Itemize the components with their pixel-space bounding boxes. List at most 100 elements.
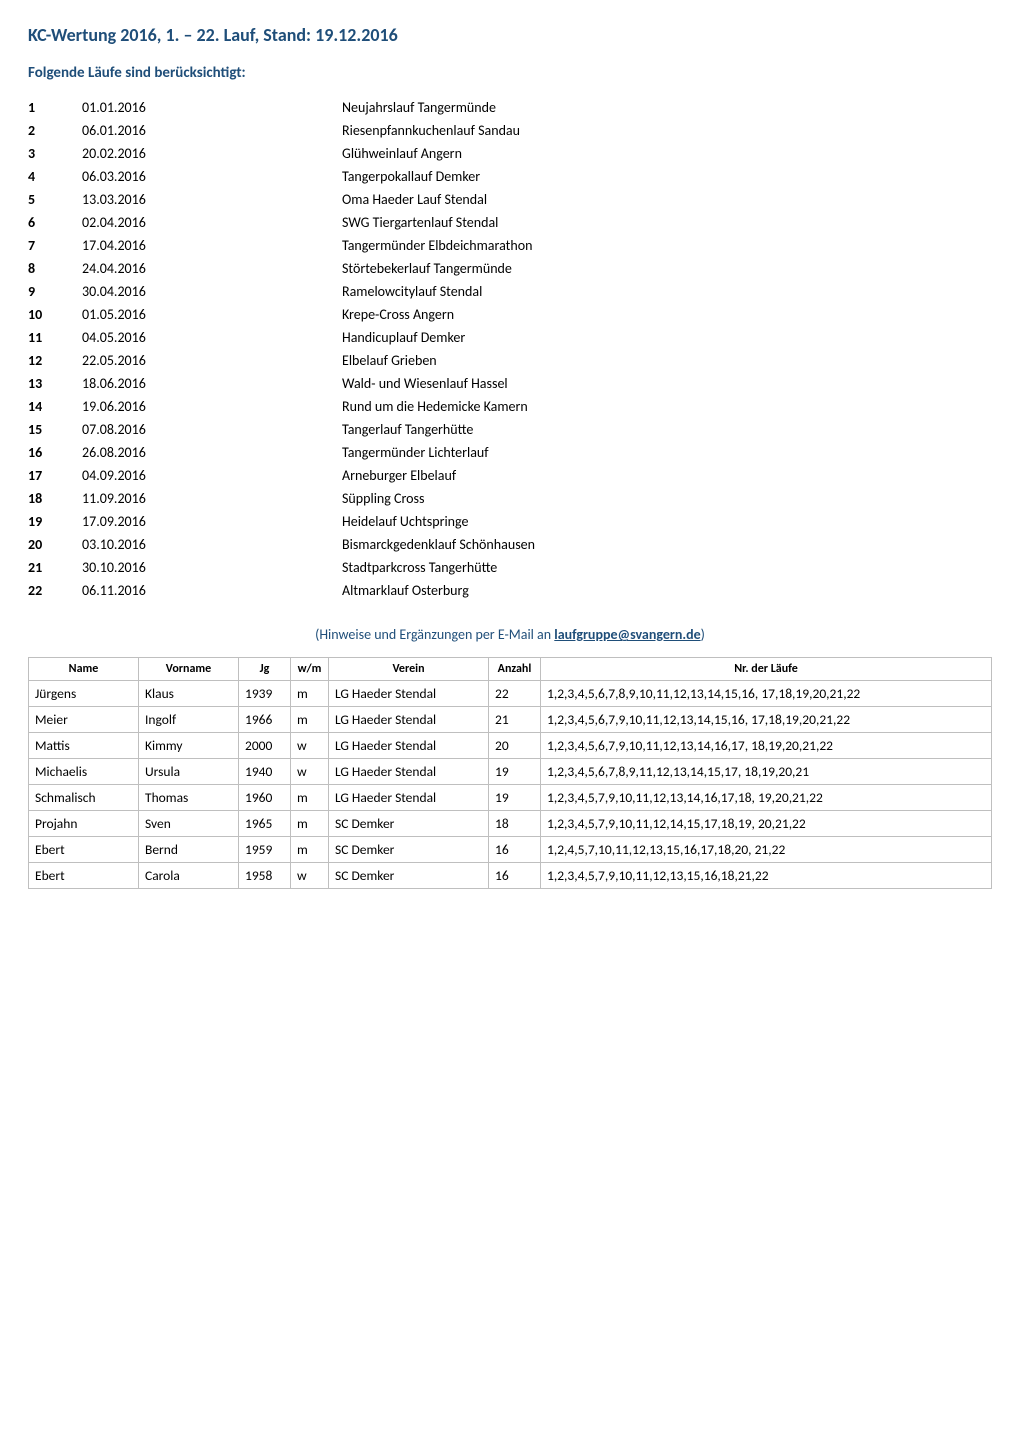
table-row: ProjahnSven1965mSC Demker181,2,3,4,5,7,9… xyxy=(29,811,992,837)
run-number: 2 xyxy=(28,119,82,142)
run-date: 06.03.2016 xyxy=(82,165,342,188)
cell-nr: 1,2,3,4,5,7,9,10,11,12,13,15,16,18,21,22 xyxy=(541,863,992,889)
run-name: Riesenpfannkuchenlauf Sandau xyxy=(342,119,535,142)
run-number: 22 xyxy=(28,579,82,602)
cell-jg: 1958 xyxy=(239,863,291,889)
cell-wm: m xyxy=(291,785,329,811)
cell-verein: SC Demker xyxy=(329,863,489,889)
table-row: SchmalischThomas1960mLG Haeder Stendal19… xyxy=(29,785,992,811)
cell-nr: 1,2,3,4,5,7,9,10,11,12,14,15,17,18,19, 2… xyxy=(541,811,992,837)
run-date: 17.09.2016 xyxy=(82,510,342,533)
runs-row: 1626.08.2016Tangermünder Lichterlauf xyxy=(28,441,535,464)
run-date: 06.01.2016 xyxy=(82,119,342,142)
cell-verein: LG Haeder Stendal xyxy=(329,681,489,707)
runs-row: 406.03.2016Tangerpokallauf Demker xyxy=(28,165,535,188)
col-wm: w/m xyxy=(291,658,329,681)
runs-row: 717.04.2016Tangermünder Elbdeichmarathon xyxy=(28,234,535,257)
run-number: 16 xyxy=(28,441,82,464)
cell-verein: LG Haeder Stendal xyxy=(329,707,489,733)
run-name: Rund um die Hedemicke Kamern xyxy=(342,395,535,418)
run-date: 03.10.2016 xyxy=(82,533,342,556)
results-table: Name Vorname Jg w/m Verein Anzahl Nr. de… xyxy=(28,657,992,889)
run-name: Tangermünder Lichterlauf xyxy=(342,441,535,464)
cell-vorname: Kimmy xyxy=(139,733,239,759)
table-row: JürgensKlaus1939mLG Haeder Stendal221,2,… xyxy=(29,681,992,707)
cell-jg: 2000 xyxy=(239,733,291,759)
run-date: 07.08.2016 xyxy=(82,418,342,441)
cell-wm: m xyxy=(291,837,329,863)
run-number: 17 xyxy=(28,464,82,487)
run-date: 13.03.2016 xyxy=(82,188,342,211)
cell-vorname: Thomas xyxy=(139,785,239,811)
cell-vorname: Bernd xyxy=(139,837,239,863)
run-number: 12 xyxy=(28,349,82,372)
run-name: Arneburger Elbelauf xyxy=(342,464,535,487)
run-name: Wald- und Wiesenlauf Hassel xyxy=(342,372,535,395)
cell-jg: 1960 xyxy=(239,785,291,811)
runs-row: 320.02.2016Glühweinlauf Angern xyxy=(28,142,535,165)
cell-name: Ebert xyxy=(29,863,139,889)
run-number: 14 xyxy=(28,395,82,418)
cell-jg: 1959 xyxy=(239,837,291,863)
section-subtitle: Folgende Läufe sind berücksichtigt: xyxy=(28,64,992,82)
cell-wm: w xyxy=(291,863,329,889)
run-name: Tangerlauf Tangerhütte xyxy=(342,418,535,441)
run-date: 30.04.2016 xyxy=(82,280,342,303)
run-name: Tangermünder Elbdeichmarathon xyxy=(342,234,535,257)
run-number: 7 xyxy=(28,234,82,257)
cell-anzahl: 20 xyxy=(489,733,541,759)
run-number: 3 xyxy=(28,142,82,165)
run-number: 11 xyxy=(28,326,82,349)
cell-name: Mattis xyxy=(29,733,139,759)
run-number: 1 xyxy=(28,96,82,119)
cell-nr: 1,2,3,4,5,6,7,8,9,11,12,13,14,15,17, 18,… xyxy=(541,759,992,785)
cell-nr: 1,2,3,4,5,6,7,8,9,10,11,12,13,14,15,16, … xyxy=(541,681,992,707)
cell-name: Projahn xyxy=(29,811,139,837)
run-number: 6 xyxy=(28,211,82,234)
runs-row: 2206.11.2016Altmarklauf Osterburg xyxy=(28,579,535,602)
col-verein: Verein xyxy=(329,658,489,681)
run-date: 18.06.2016 xyxy=(82,372,342,395)
runs-row: 513.03.2016Oma Haeder Lauf Stendal xyxy=(28,188,535,211)
col-vorname: Vorname xyxy=(139,658,239,681)
cell-wm: m xyxy=(291,681,329,707)
cell-jg: 1940 xyxy=(239,759,291,785)
cell-vorname: Ingolf xyxy=(139,707,239,733)
cell-vorname: Sven xyxy=(139,811,239,837)
runs-row: 1704.09.2016Arneburger Elbelauf xyxy=(28,464,535,487)
runs-row: 101.01.2016Neujahrslauf Tangermünde xyxy=(28,96,535,119)
table-row: MeierIngolf1966mLG Haeder Stendal211,2,3… xyxy=(29,707,992,733)
cell-name: Meier xyxy=(29,707,139,733)
col-jg: Jg xyxy=(239,658,291,681)
cell-anzahl: 19 xyxy=(489,759,541,785)
run-date: 01.01.2016 xyxy=(82,96,342,119)
run-number: 20 xyxy=(28,533,82,556)
hint-prefix: (Hinweise und Ergänzungen per E-Mail an xyxy=(315,626,554,643)
cell-jg: 1965 xyxy=(239,811,291,837)
run-number: 4 xyxy=(28,165,82,188)
cell-nr: 1,2,3,4,5,6,7,9,10,11,12,13,14,15,16, 17… xyxy=(541,707,992,733)
cell-vorname: Carola xyxy=(139,863,239,889)
runs-row: 1318.06.2016Wald- und Wiesenlauf Hassel xyxy=(28,372,535,395)
cell-name: Michaelis xyxy=(29,759,139,785)
cell-name: Ebert xyxy=(29,837,139,863)
run-date: 01.05.2016 xyxy=(82,303,342,326)
runs-row: 824.04.2016Störtebekerlauf Tangermünde xyxy=(28,257,535,280)
runs-row: 1104.05.2016Handicuplauf Demker xyxy=(28,326,535,349)
run-name: Tangerpokallauf Demker xyxy=(342,165,535,188)
cell-wm: m xyxy=(291,811,329,837)
hint-email-link[interactable]: laufgruppe@svangern.de xyxy=(554,626,700,643)
run-number: 21 xyxy=(28,556,82,579)
run-number: 9 xyxy=(28,280,82,303)
run-date: 26.08.2016 xyxy=(82,441,342,464)
cell-verein: SC Demker xyxy=(329,811,489,837)
runs-row: 930.04.2016Ramelowcitylauf Stendal xyxy=(28,280,535,303)
hint-suffix: ) xyxy=(701,626,705,643)
run-name: Süppling Cross xyxy=(342,487,535,510)
cell-anzahl: 16 xyxy=(489,837,541,863)
runs-row: 1001.05.2016Krepe-Cross Angern xyxy=(28,303,535,326)
run-name: Störtebekerlauf Tangermünde xyxy=(342,257,535,280)
run-number: 13 xyxy=(28,372,82,395)
cell-verein: SC Demker xyxy=(329,837,489,863)
run-name: Stadtparkcross Tangerhütte xyxy=(342,556,535,579)
